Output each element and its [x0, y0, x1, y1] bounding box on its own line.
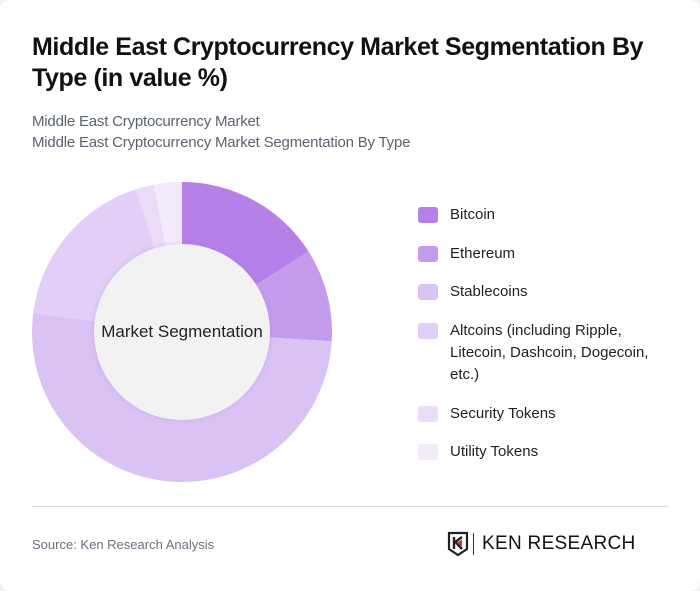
legend-label-stablecoins: Stablecoins: [450, 283, 528, 300]
legend-label-bitcoin: Bitcoin: [450, 206, 496, 223]
ken-research-logo: KEN RESEARCH: [447, 530, 636, 558]
legend-swatch-stablecoins: [418, 284, 438, 300]
logo-divider: [473, 533, 474, 555]
donut-chart: [32, 182, 332, 482]
chart-subtitle-market: Middle East Cryptocurrency Market: [32, 113, 260, 130]
legend-item-altcoins: Altcoins (including Ripple, Litecoin, Da…: [418, 320, 670, 386]
legend-item-stablecoins: Stablecoins: [418, 281, 670, 303]
logo-text: KEN RESEARCH: [482, 533, 636, 554]
source-note: Source: Ken Research Analysis: [32, 537, 215, 552]
legend-swatch-bitcoin: [418, 207, 438, 223]
legend-item-ethereum: Ethereum: [418, 243, 670, 265]
donut-center: [94, 244, 270, 420]
legend-label-altcoins: Altcoins (including Ripple, Litecoin, Da…: [450, 322, 649, 383]
legend-item-bitcoin: Bitcoin: [418, 204, 670, 226]
legend-swatch-altcoins: [418, 323, 438, 339]
chart-subtitle-segmentation: Middle East Cryptocurrency Market Segmen…: [32, 134, 411, 151]
legend-label-ethereum: Ethereum: [450, 245, 516, 262]
ken-shield-icon: [447, 531, 469, 557]
legend-item-utility-tokens: Utility Tokens: [418, 441, 670, 463]
legend-swatch-utility-tokens: [418, 444, 438, 460]
legend-label-utility-tokens: Utility Tokens: [450, 443, 539, 460]
legend-item-security-tokens: Security Tokens: [418, 403, 670, 425]
legend-swatch-ethereum: [418, 246, 438, 262]
legend-label-security-tokens: Security Tokens: [450, 405, 556, 422]
chart-title: Middle East Cryptocurrency Market Segmen…: [32, 33, 644, 92]
legend-swatch-security-tokens: [418, 406, 438, 422]
footer-divider: [32, 506, 668, 507]
